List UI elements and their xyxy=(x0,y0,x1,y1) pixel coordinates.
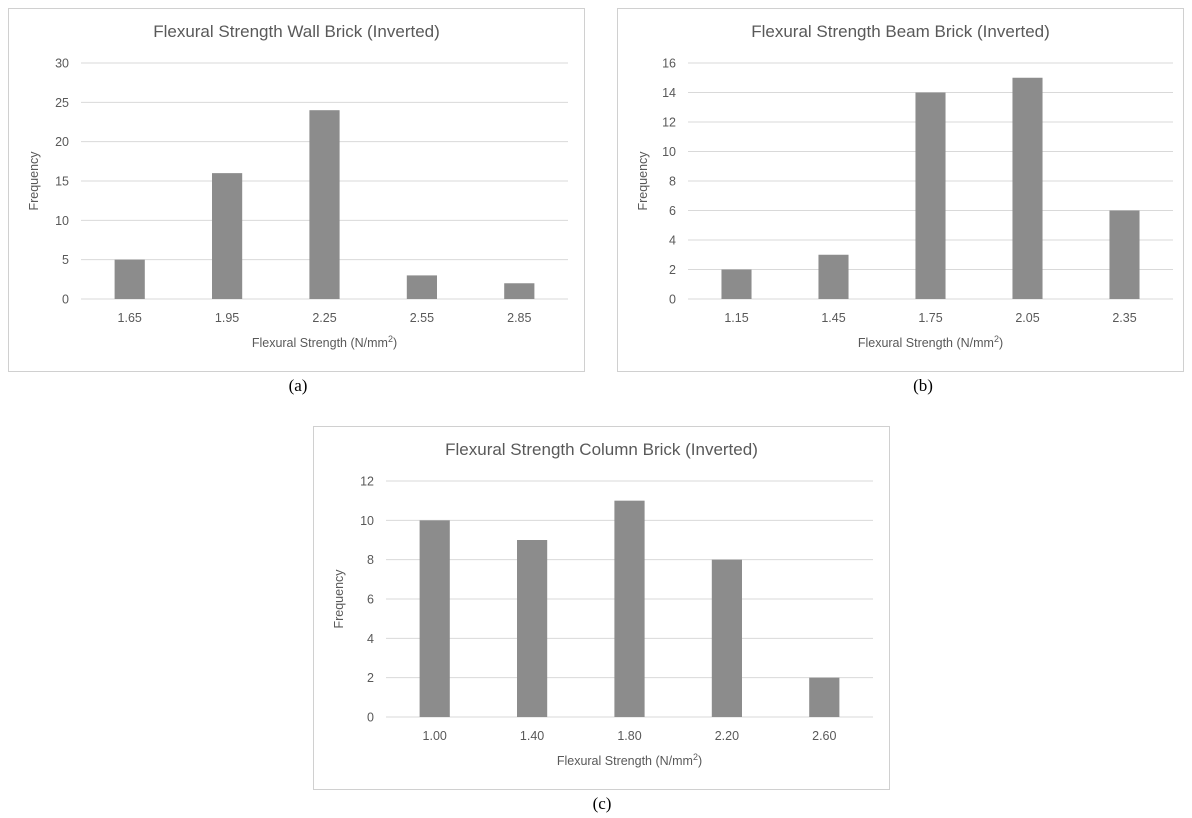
bar-1-45 xyxy=(818,254,849,299)
y-tick-label: 25 xyxy=(55,96,69,110)
y-axis-label: Frequency xyxy=(332,569,346,629)
chart-title: Flexural Strength Beam Brick (Inverted) xyxy=(751,22,1050,41)
bar-1-40 xyxy=(517,540,548,717)
x-tick-label: 1.45 xyxy=(821,311,845,325)
x-axis-label: Flexural Strength (N/mm2) xyxy=(557,752,702,768)
chart-b-svg: Flexural Strength Beam Brick (Inverted) 0… xyxy=(636,22,1173,350)
x-tick-label: 2.05 xyxy=(1015,311,1039,325)
y-tick-label: 15 xyxy=(55,175,69,189)
x-tick-label: 1.40 xyxy=(520,729,544,743)
x-axis-label: Flexural Strength (N/mm2) xyxy=(858,334,1003,350)
y-tick-label: 12 xyxy=(360,475,374,489)
y-tick-label: 0 xyxy=(367,711,374,725)
x-tick-label: 1.00 xyxy=(423,729,447,743)
bar-2-20 xyxy=(711,559,742,717)
bar-2-35 xyxy=(1109,210,1140,299)
x-tick-label: 2.35 xyxy=(1112,311,1136,325)
y-tick-label: 10 xyxy=(662,145,676,159)
chart-title: Flexural Strength Column Brick (Inverted… xyxy=(445,440,758,459)
y-axis-label: Frequency xyxy=(636,151,650,211)
bar-1-80 xyxy=(614,500,645,717)
x-tick-label: 1.80 xyxy=(617,729,641,743)
y-tick-label: 8 xyxy=(669,175,676,189)
x-tick-label: 2.55 xyxy=(410,311,434,325)
x-tick-label: 1.75 xyxy=(918,311,942,325)
bar-1-00 xyxy=(419,520,450,717)
chart-panel-a: Flexural Strength Wall Brick (Inverted) 0… xyxy=(8,8,585,372)
y-tick-label: 6 xyxy=(367,593,374,607)
caption-c: (c) xyxy=(592,794,612,813)
bar-1-75 xyxy=(915,92,946,299)
chart-panel-c: Flexural Strength Column Brick (Inverted… xyxy=(313,426,890,790)
x-tick-label: 2.85 xyxy=(507,311,531,325)
y-axis-label: Frequency xyxy=(27,151,41,211)
y-tick-label: 10 xyxy=(360,514,374,528)
bar-2-85 xyxy=(504,283,535,299)
x-tick-label: 2.60 xyxy=(812,729,836,743)
y-tick-label: 0 xyxy=(669,293,676,307)
chart-panel-b: Flexural Strength Beam Brick (Inverted) 0… xyxy=(617,8,1184,372)
bar-1-95 xyxy=(212,173,243,299)
bar-2-25 xyxy=(309,110,340,299)
bar-1-15 xyxy=(721,269,752,299)
bar-2-55 xyxy=(406,275,437,299)
x-tick-label: 2.25 xyxy=(312,311,336,325)
y-tick-label: 14 xyxy=(662,86,676,100)
caption-b: (b) xyxy=(913,376,933,395)
y-tick-label: 16 xyxy=(662,57,676,71)
y-tick-label: 5 xyxy=(62,253,69,267)
x-tick-label: 2.20 xyxy=(715,729,739,743)
x-tick-label: 1.65 xyxy=(118,311,142,325)
y-tick-label: 0 xyxy=(62,293,69,307)
y-tick-label: 4 xyxy=(669,234,676,248)
chart-a-svg: Flexural Strength Wall Brick (Inverted) 0… xyxy=(27,22,568,350)
chart-title: Flexural Strength Wall Brick (Inverted) xyxy=(153,22,440,41)
y-tick-label: 4 xyxy=(367,632,374,646)
x-tick-label: 1.15 xyxy=(724,311,748,325)
y-tick-label: 30 xyxy=(55,57,69,71)
caption-a: (a) xyxy=(288,376,308,395)
y-tick-label: 6 xyxy=(669,204,676,218)
x-axis-label: Flexural Strength (N/mm2) xyxy=(252,334,397,350)
y-tick-label: 20 xyxy=(55,135,69,149)
x-tick-label: 1.95 xyxy=(215,311,239,325)
bar-2-05 xyxy=(1012,77,1043,299)
y-tick-label: 8 xyxy=(367,553,374,567)
bar-2-60 xyxy=(809,677,840,717)
chart-c-svg: Flexural Strength Column Brick (Inverted… xyxy=(332,440,873,768)
y-tick-label: 2 xyxy=(367,671,374,685)
y-tick-label: 10 xyxy=(55,214,69,228)
y-tick-label: 2 xyxy=(669,263,676,277)
bar-1-65 xyxy=(114,259,145,299)
y-tick-label: 12 xyxy=(662,116,676,130)
